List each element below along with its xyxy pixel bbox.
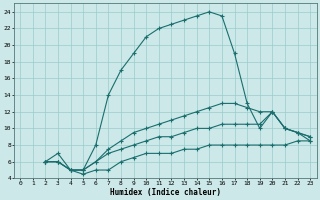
X-axis label: Humidex (Indice chaleur): Humidex (Indice chaleur) [110,188,220,197]
